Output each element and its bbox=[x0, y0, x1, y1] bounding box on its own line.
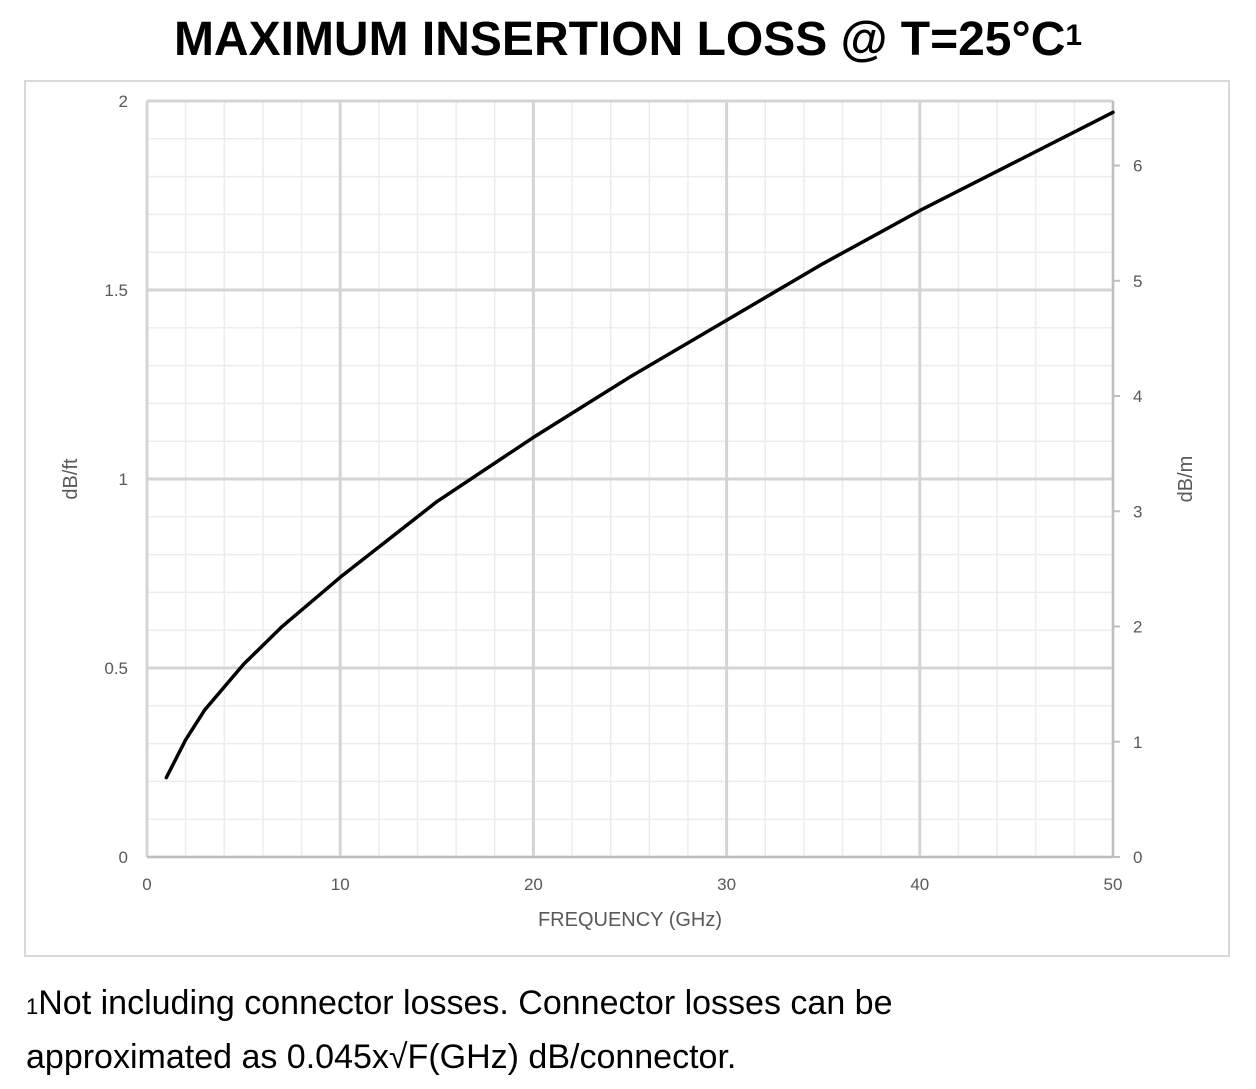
footnote-line-1: 1Not including connector losses. Connect… bbox=[26, 976, 893, 1030]
y-axis-title: dB/ft bbox=[60, 458, 82, 500]
x-axis-title: FREQUENCY (GHz) bbox=[538, 909, 722, 931]
chart-title: MAXIMUM INSERTION LOSS @ T=25°C1 bbox=[0, 8, 1256, 72]
x-tick-label: 50 bbox=[1104, 875, 1123, 894]
y2-axis-title: dB/m bbox=[1175, 456, 1197, 503]
y2-tick-label: 1 bbox=[1133, 733, 1142, 752]
x-tick-label: 40 bbox=[910, 875, 929, 894]
chart-title-text: MAXIMUM INSERTION LOSS @ T=25°C bbox=[173, 13, 1066, 66]
y2-tick-label: 5 bbox=[1133, 272, 1142, 291]
y-tick-label: 1 bbox=[119, 470, 128, 489]
footnote-line-2: approximated as 0.045x√F(GHz) dB/connect… bbox=[26, 1038, 737, 1076]
footnote-line-1-text: Not including connector losses. Connecto… bbox=[38, 984, 893, 1022]
y2-tick-label: 2 bbox=[1133, 618, 1142, 637]
y-tick-label: 0.5 bbox=[104, 659, 128, 678]
x-tick-label: 20 bbox=[524, 875, 543, 894]
y-tick-label: 0 bbox=[119, 848, 128, 867]
y2-tick-label: 4 bbox=[1133, 387, 1142, 406]
y-tick-label: 1.5 bbox=[104, 281, 128, 300]
series-line bbox=[164, 110, 1115, 780]
chart-frame bbox=[24, 80, 1230, 957]
x-tick-label: 10 bbox=[331, 875, 350, 894]
y2-tick-label: 0 bbox=[1133, 848, 1142, 867]
y2-tick-label: 6 bbox=[1133, 157, 1142, 176]
chart-title-superscript: 1 bbox=[1065, 19, 1083, 52]
y-tick-label: 2 bbox=[119, 92, 128, 111]
footnote: 1Not including connector losses. Connect… bbox=[26, 976, 893, 1084]
footnote-marker: 1 bbox=[26, 994, 39, 1019]
y2-tick-label: 3 bbox=[1133, 502, 1142, 521]
x-tick-label: 30 bbox=[717, 875, 736, 894]
x-tick-label: 0 bbox=[142, 875, 151, 894]
